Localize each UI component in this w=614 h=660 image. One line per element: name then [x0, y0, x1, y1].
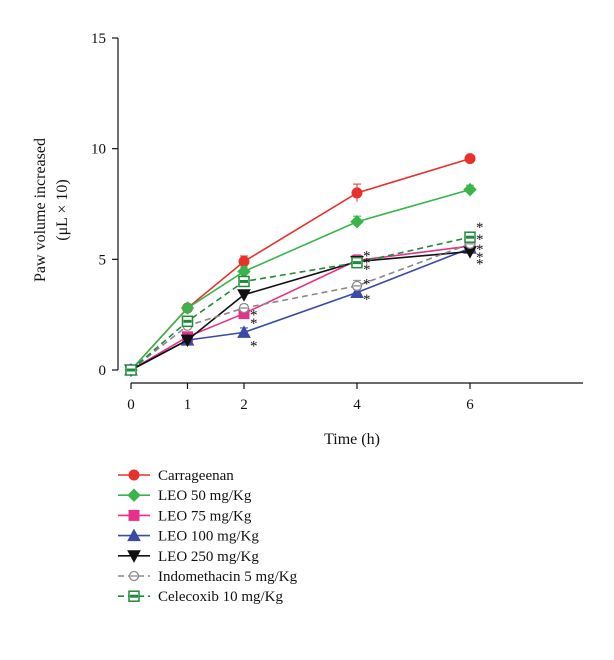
data-point — [128, 570, 140, 582]
significance-star: * — [476, 250, 484, 266]
data-point-bar — [353, 261, 361, 265]
significance-star: * — [476, 242, 484, 258]
data-point — [464, 153, 476, 165]
x-tick-label: 4 — [353, 397, 361, 413]
significance-star: * — [250, 316, 258, 332]
data-point — [128, 469, 140, 481]
data-point — [350, 214, 364, 229]
y-tick-label: 0 — [99, 363, 107, 379]
series-layer — [124, 153, 477, 378]
axis-ticks: 0 5 10 15 0 1 2 4 6 — [91, 31, 474, 413]
significance-star: * — [476, 256, 484, 272]
data-point — [181, 315, 194, 328]
legend-item: LEO 250 mg/Kg — [118, 549, 259, 565]
data-point-bar — [183, 319, 192, 323]
x-tick-label: 1 — [184, 397, 192, 413]
legend-item: Celecoxib 10 mg/Kg — [118, 589, 283, 605]
series-1 — [124, 182, 477, 377]
series-6 — [125, 231, 476, 376]
x-axis-label: Time (h) — [324, 431, 380, 448]
data-point — [128, 590, 140, 602]
significance-star: * — [476, 220, 484, 236]
data-point-bar — [240, 279, 248, 283]
significance-markers: ************* — [250, 220, 484, 354]
legend-label: Celecoxib 10 mg/Kg — [158, 589, 283, 605]
data-point — [128, 509, 140, 521]
significance-star: * — [476, 232, 484, 248]
significance-star: * — [363, 249, 371, 265]
series-line — [130, 250, 471, 371]
legend: Carrageenan LEO 50 mg/Kg LEO 75 mg/Kg LEO 1… — [118, 468, 298, 605]
x-tick-label: 0 — [127, 397, 135, 413]
significance-star: * — [250, 338, 258, 354]
significance-star: * — [363, 255, 371, 271]
data-point — [237, 325, 251, 338]
data-point — [351, 187, 363, 199]
legend-label: LEO 50 mg/Kg — [158, 488, 252, 504]
data-point — [237, 289, 251, 302]
significance-star: * — [363, 262, 371, 278]
significance-star: * — [363, 292, 371, 308]
legend-label: Indomethacin 5 mg/Kg — [158, 569, 298, 585]
data-point — [464, 231, 476, 243]
series-line — [130, 243, 471, 371]
series-line — [130, 157, 471, 371]
y-tick-label: 5 — [99, 252, 107, 268]
data-point-bar — [127, 368, 135, 372]
legend-label: LEO 250 mg/Kg — [158, 549, 259, 565]
legend-label: LEO 100 mg/Kg — [158, 529, 259, 545]
series-2 — [125, 240, 476, 376]
legend-item: LEO 100 mg/Kg — [118, 528, 259, 545]
y-axis-unit-text: (μL × 10) — [54, 179, 71, 240]
y-tick-label: 15 — [91, 31, 106, 47]
legend-label: LEO 75 mg/Kg — [158, 508, 252, 524]
data-point — [351, 256, 363, 269]
data-point — [127, 528, 141, 542]
data-point — [180, 334, 195, 348]
data-point-bar — [130, 594, 138, 598]
data-point — [127, 550, 141, 563]
data-point — [238, 275, 250, 288]
legend-item: LEO 75 mg/Kg — [118, 508, 252, 524]
x-tick-label: 6 — [466, 397, 474, 413]
y-tick-label: 10 — [91, 142, 106, 158]
y-axis-label-text: Paw volume increased — [32, 138, 49, 282]
series-line — [130, 247, 471, 371]
series-3 — [124, 241, 477, 376]
data-point — [125, 364, 137, 376]
axes — [117, 38, 583, 384]
legend-item: LEO 50 mg/Kg — [118, 488, 252, 504]
significance-star: * — [363, 276, 371, 292]
x-tick-label: 2 — [240, 397, 248, 413]
y-axis-label: Paw volume increased (μL × 10) — [32, 138, 71, 282]
significance-star: * — [250, 307, 258, 323]
data-point-bar — [466, 235, 474, 239]
data-point — [237, 264, 251, 279]
series-line — [130, 236, 471, 371]
legend-item: Indomethacin 5 mg/Kg — [118, 569, 298, 585]
data-point — [350, 285, 364, 299]
data-point — [463, 182, 477, 197]
data-point — [180, 301, 195, 315]
legend-label: Carrageenan — [158, 468, 234, 484]
legend-item: Carrageenan — [118, 468, 234, 484]
data-point — [238, 302, 250, 314]
data-point — [351, 280, 363, 292]
series-5 — [125, 238, 476, 376]
data-point — [127, 488, 141, 502]
